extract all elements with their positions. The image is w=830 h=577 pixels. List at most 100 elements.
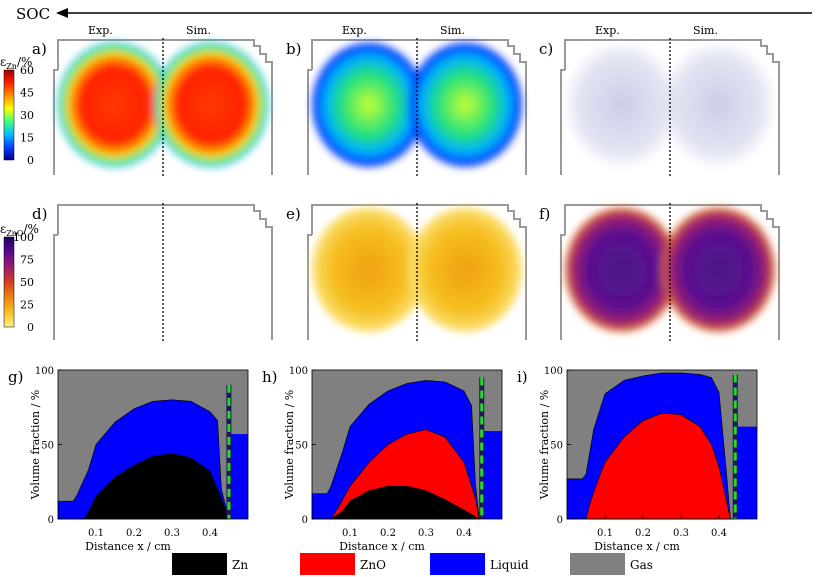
legend-label: ZnO xyxy=(360,558,386,572)
sim-distribution xyxy=(661,42,775,167)
legend-swatch xyxy=(430,553,485,575)
cell-frame-left xyxy=(53,69,58,175)
legend-item-zn: Zn xyxy=(172,553,248,575)
legend-swatch xyxy=(570,553,625,575)
cell-frame xyxy=(57,39,273,175)
separator-liquid-column xyxy=(230,434,248,519)
map-panel-f: f) xyxy=(539,203,780,342)
sim-distribution xyxy=(661,207,775,332)
colorbar-tick: 60 xyxy=(20,64,34,77)
map-panel-d: d) xyxy=(32,203,273,342)
zno-area xyxy=(567,412,731,520)
map-panel-a: a) Exp. Sim. xyxy=(32,24,273,177)
y-tick-label: 0 xyxy=(302,515,308,526)
legend-label: Zn xyxy=(232,558,248,572)
exp-label: Exp. xyxy=(595,24,620,37)
area-chart-i: 0 50 100 0.1 0.2 0.3 0.4 Distance x / cm Volume … xyxy=(517,366,758,553)
exp-distribution xyxy=(312,207,426,332)
distribution-map xyxy=(565,207,775,332)
colorbar-tick: 0 xyxy=(27,321,34,334)
panel-letter: f) xyxy=(539,205,550,223)
x-tick-label: 0.1 xyxy=(597,528,613,539)
sim-distribution xyxy=(408,42,522,167)
colorbars: εZn/%60 45 30 15 0 εZnO/%100 75 50 25 0 xyxy=(0,55,39,334)
colorbar-tick: 75 xyxy=(20,254,34,267)
x-axis-label: Distance x / cm xyxy=(339,540,425,553)
exp-label: Exp. xyxy=(88,24,113,37)
sim-label: Sim. xyxy=(693,24,718,37)
sim-label: Sim. xyxy=(440,24,465,37)
legend-item-zno: ZnO xyxy=(300,553,386,575)
colorbar-zno: εZnO/%100 75 50 25 0 xyxy=(0,222,39,334)
colorbar-tick: 25 xyxy=(20,299,34,312)
legend-label: Liquid xyxy=(490,558,529,572)
colorbar-gradient xyxy=(3,69,15,161)
cell-frame xyxy=(564,204,780,340)
x-tick-label: 0.4 xyxy=(202,528,218,539)
colorbar-label: εZn/% xyxy=(0,55,32,71)
map-panels: a) Exp. Sim. b) Exp. Sim. c) Exp. Sim. d) e) f) xyxy=(32,24,780,342)
separator-liquid-column xyxy=(483,431,502,519)
x-tick-label: 0.2 xyxy=(126,528,142,539)
y-tick-label: 50 xyxy=(295,441,308,452)
exp-distribution xyxy=(565,42,679,167)
y-tick-label: 0 xyxy=(48,515,54,526)
cell-frame xyxy=(311,39,527,175)
y-axis-label: Volume fraction / % xyxy=(283,390,296,500)
area-chart-g: 0 50 100 0.1 0.2 0.3 0.4 Distance x / cm Volume … xyxy=(8,366,249,553)
sim-distribution xyxy=(408,207,522,332)
cell-frame xyxy=(311,204,527,340)
panel-letter: e) xyxy=(286,205,301,223)
soc-header: SOC xyxy=(16,5,812,23)
panel-letter: b) xyxy=(286,40,301,58)
map-panel-b: b) Exp. Sim. xyxy=(286,24,527,177)
legend-swatch xyxy=(172,553,227,575)
colorbar-zn: εZn/%60 45 30 15 0 xyxy=(0,55,34,167)
x-tick-label: 0.3 xyxy=(418,528,434,539)
distribution-map xyxy=(312,42,522,167)
x-tick-label: 0.1 xyxy=(342,528,358,539)
exp-distribution xyxy=(565,207,679,332)
panel-letter: a) xyxy=(32,40,47,58)
legend-item-liquid: Liquid xyxy=(430,553,529,575)
exp-distribution xyxy=(312,42,426,167)
colorbar-tick: 100 xyxy=(13,231,34,244)
y-tick-label: 50 xyxy=(41,441,54,452)
cell-frame xyxy=(564,39,780,175)
colorbar-tick: 45 xyxy=(20,87,34,100)
y-tick-label: 100 xyxy=(289,366,308,377)
volume-fraction-charts: 0 50 100 0.1 0.2 0.3 0.4 Distance x / cm Volume … xyxy=(8,366,758,553)
x-axis-label: Distance x / cm xyxy=(85,540,171,553)
distribution-map xyxy=(312,207,522,332)
colorbar-tick: 15 xyxy=(20,132,34,145)
separator-liquid-column xyxy=(737,426,757,519)
y-tick-label: 0 xyxy=(557,515,563,526)
y-tick-label: 50 xyxy=(550,441,563,452)
cell-frame-left xyxy=(560,234,565,340)
map-panel-e: e) xyxy=(286,203,527,342)
x-tick-label: 0.3 xyxy=(673,528,689,539)
y-tick-label: 100 xyxy=(35,366,54,377)
colorbar-tick: 50 xyxy=(20,276,34,289)
x-axis-label: Distance x / cm xyxy=(594,540,680,553)
panel-letter: i) xyxy=(517,368,528,386)
map-panel-c: c) Exp. Sim. xyxy=(539,24,780,177)
colorbar-tick: 30 xyxy=(20,109,34,122)
legend-item-gas: Gas xyxy=(570,553,653,575)
legend: Zn ZnO Liquid Gas xyxy=(172,553,653,575)
exp-distribution xyxy=(57,42,172,167)
zn-area xyxy=(312,485,481,520)
zn-area xyxy=(58,453,230,520)
panel-letter: g) xyxy=(8,368,23,386)
x-tick-label: 0.2 xyxy=(635,528,651,539)
area-chart-h: 0 50 100 0.1 0.2 0.3 0.4 Distance x / cm Volume … xyxy=(262,366,503,553)
distribution-map xyxy=(565,42,775,167)
cell-frame-left xyxy=(307,234,312,340)
colorbar-tick: 0 xyxy=(27,154,34,167)
cell-frame-left xyxy=(53,234,58,340)
x-tick-label: 0.4 xyxy=(711,528,727,539)
colorbar-gradient xyxy=(3,236,15,328)
sim-distribution xyxy=(154,42,268,167)
x-tick-label: 0.2 xyxy=(380,528,396,539)
